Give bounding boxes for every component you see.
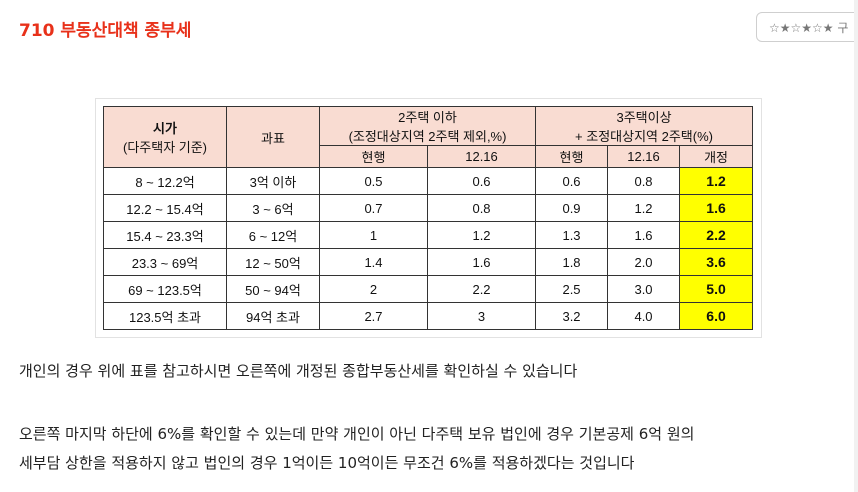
cell-price: 12.2 ~ 15.4억 [103, 194, 227, 222]
scrollbar[interactable] [854, 0, 858, 492]
header-two-1216: 12.16 [426, 145, 537, 168]
table-row: 23.3 ~ 69억 12 ~ 50억 1.4 1.6 1.8 2.0 3.6 [103, 248, 754, 276]
cell-three-revised: 1.2 [679, 167, 754, 195]
cell-three-current: 1.3 [535, 221, 609, 249]
cell-two-1216: 0.8 [426, 194, 537, 222]
cell-base: 94억 초과 [226, 302, 320, 330]
cell-two-current: 1 [319, 221, 428, 249]
post-title: 710 부동산대책 종부세 [19, 21, 192, 41]
table-row: 69 ~ 123.5억 50 ~ 94억 2 2.2 2.5 3.0 5.0 [103, 275, 754, 303]
cell-two-1216: 2.2 [426, 275, 537, 303]
cell-price: 123.5억 초과 [103, 302, 227, 330]
cell-two-1216: 0.6 [426, 167, 537, 195]
cell-three-1216: 4.0 [607, 302, 681, 330]
cell-three-current: 1.8 [535, 248, 609, 276]
cell-three-current: 2.5 [535, 275, 609, 303]
cell-three-revised: 5.0 [679, 275, 754, 303]
cell-base: 3 ~ 6억 [226, 194, 320, 222]
cell-two-current: 0.5 [319, 167, 428, 195]
cell-three-1216: 0.8 [607, 167, 681, 195]
cell-two-current: 1.4 [319, 248, 428, 276]
cell-base: 12 ~ 50억 [226, 248, 320, 276]
cell-three-revised: 1.6 [679, 194, 754, 222]
cell-three-1216: 2.0 [607, 248, 681, 276]
header-two-current: 현행 [319, 145, 428, 168]
header-two-house: 2주택 이하 (조정대상지역 2주택 제외,%) [318, 106, 537, 146]
table-row: 15.4 ~ 23.3억 6 ~ 12억 1 1.2 1.3 1.6 2.2 [103, 221, 754, 249]
cell-two-1216: 1.2 [426, 221, 537, 249]
header-two-house-line1: 2주택 이하 [398, 110, 457, 125]
header-price-sub: (다주택자 기준) [122, 140, 208, 155]
tax-rate-table: 시가 (다주택자 기준) 과표 2주택 이하 (조정대상지역 2주택 제외,%)… [103, 106, 754, 330]
cell-price: 8 ~ 12.2억 [103, 167, 227, 195]
cell-price: 15.4 ~ 23.3억 [103, 221, 227, 249]
cell-three-1216: 1.6 [607, 221, 681, 249]
cell-three-revised: 2.2 [679, 221, 754, 249]
body-paragraph-2-line-2: 세부담 상한을 적용하지 않고 법인의 경우 1억이든 10억이든 무조건 6%… [19, 454, 635, 472]
header-two-house-line2: (조정대상지역 2주택 제외,%) [348, 129, 507, 144]
cell-two-current: 2 [319, 275, 428, 303]
cell-three-1216: 1.2 [607, 194, 681, 222]
header-price-main: 시가 [153, 121, 177, 136]
table-row: 12.2 ~ 15.4억 3 ~ 6억 0.7 0.8 0.9 1.2 1.6 [103, 194, 754, 222]
body-paragraph-2-line-1: 오른쪽 마지막 하단에 6%를 확인할 수 있는데 만약 개인이 아닌 다주택 … [19, 425, 695, 443]
cell-three-revised: 3.6 [679, 248, 754, 276]
cell-two-1216: 3 [426, 302, 537, 330]
header-three-1216: 12.16 [607, 145, 681, 168]
cell-two-current: 2.7 [319, 302, 428, 330]
cell-three-current: 0.6 [535, 167, 609, 195]
cell-two-1216: 1.6 [426, 248, 537, 276]
cell-price: 69 ~ 123.5억 [103, 275, 227, 303]
header-tax-base: 과표 [226, 106, 320, 168]
cell-three-current: 3.2 [535, 302, 609, 330]
body-paragraph-1: 개인의 경우 위에 표를 참고하시면 오른쪽에 개정된 종합부동산세를 확인하실… [19, 362, 578, 380]
table-row: 8 ~ 12.2억 3억 이하 0.5 0.6 0.6 0.8 1.2 [103, 167, 754, 195]
header-three-current: 현행 [535, 145, 609, 168]
cell-three-1216: 3.0 [607, 275, 681, 303]
table-row: 123.5억 초과 94억 초과 2.7 3 3.2 4.0 6.0 [103, 302, 754, 330]
cell-three-revised: 6.0 [679, 302, 754, 330]
cell-base: 50 ~ 94억 [226, 275, 320, 303]
cell-price: 23.3 ~ 69억 [103, 248, 227, 276]
header-price: 시가 (다주택자 기준) [103, 106, 227, 168]
header-three-house-line2: + 조정대상지역 2주택(%) [575, 129, 713, 144]
header-three-house-line1: 3주택이상 [616, 110, 672, 125]
header-three-house: 3주택이상 + 조정대상지역 2주택(%) [535, 106, 754, 146]
cell-two-current: 0.7 [319, 194, 428, 222]
cell-base: 3억 이하 [226, 167, 320, 195]
cell-base: 6 ~ 12억 [226, 221, 320, 249]
rating-widget[interactable]: ☆★☆★☆★ 구 [756, 12, 858, 42]
header-three-revised: 개정 [679, 145, 754, 168]
cell-three-current: 0.9 [535, 194, 609, 222]
table-image-frame: 시가 (다주택자 기준) 과표 2주택 이하 (조정대상지역 2주택 제외,%)… [95, 98, 762, 338]
